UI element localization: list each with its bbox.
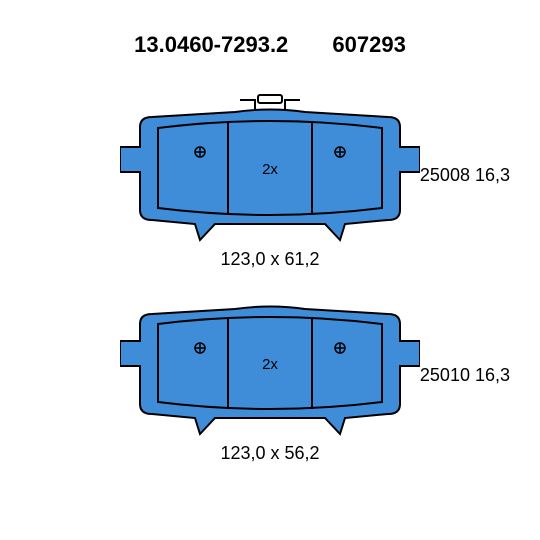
- pad-top-svg: 2x: [120, 92, 420, 247]
- pad-top-qty: 2x: [262, 161, 278, 178]
- pad-top-dimensions: 123,0 x 61,2: [85, 249, 455, 270]
- pad-bottom-code: 25010 16,3: [420, 365, 510, 386]
- pad-top-code: 25008 16,3: [420, 165, 510, 186]
- ref-number: 607293: [332, 32, 405, 57]
- pad-bottom-qty: 2x: [262, 356, 278, 373]
- pad-bottom-svg: 2x: [120, 296, 420, 441]
- brake-pad-top: 2x 123,0 x 61,2: [85, 92, 455, 270]
- header: 13.0460-7293.2 607293: [0, 32, 540, 58]
- brake-pad-bottom: 2x 123,0 x 56,2: [85, 296, 455, 464]
- part-number: 13.0460-7293.2: [134, 32, 288, 57]
- pad-bottom-dimensions: 123,0 x 56,2: [85, 443, 455, 464]
